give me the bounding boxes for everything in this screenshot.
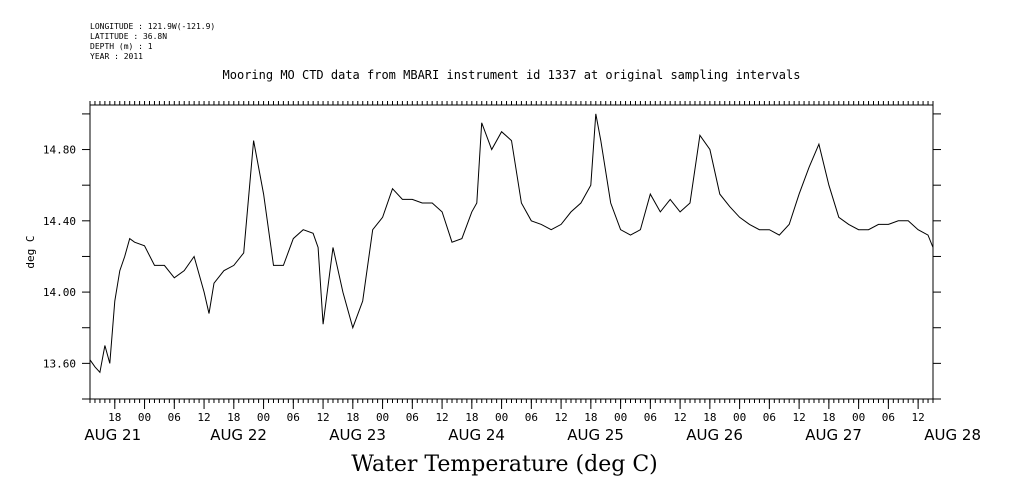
x-tick-label: 18 <box>346 411 359 424</box>
x-day-label: AUG 27 <box>805 426 862 444</box>
x-tick-label: 18 <box>227 411 240 424</box>
x-tick-label: 06 <box>882 411 895 424</box>
x-tick-label: 12 <box>554 411 567 424</box>
x-day-label: AUG 25 <box>567 426 624 444</box>
x-day-label: AUG 22 <box>210 426 267 444</box>
x-day-label: AUG 21 <box>84 426 141 444</box>
dataset-metadata: LONGITUDE : 121.9W(-121.9) LATITUDE : 36… <box>90 22 215 62</box>
x-tick-label: 18 <box>584 411 597 424</box>
y-axis-label: deg C <box>24 235 37 268</box>
x-tick-label: 18 <box>703 411 716 424</box>
x-tick-label: 06 <box>763 411 776 424</box>
longitude-label: LONGITUDE : 121.9W(-121.9) <box>90 22 216 31</box>
figure-title: Water Temperature (deg C) <box>351 452 658 477</box>
y-tick-label: 13.60 <box>43 357 76 370</box>
x-tick-label: 18 <box>108 411 121 424</box>
y-tick-label: 14.40 <box>43 215 76 228</box>
x-tick-label: 06 <box>525 411 538 424</box>
x-tick-label: 06 <box>168 411 181 424</box>
x-day-label: AUG 26 <box>686 426 743 444</box>
y-tick-label: 14.80 <box>43 144 76 157</box>
x-tick-label: 12 <box>316 411 329 424</box>
y-axis: 13.60 14.00 14.40 14.80 <box>43 113 941 400</box>
x-day-label: AUG 28 <box>924 426 981 444</box>
x-tick-label: 06 <box>644 411 657 424</box>
x-tick-label: 18 <box>465 411 478 424</box>
x-tick-label: 00 <box>852 411 865 424</box>
x-tick-label: 00 <box>257 411 270 424</box>
x-tick-label: 00 <box>495 411 508 424</box>
x-tick-label: 12 <box>197 411 210 424</box>
x-tick-label: 00 <box>376 411 389 424</box>
x-tick-label: 12 <box>673 411 686 424</box>
x-tick-label: 00 <box>733 411 746 424</box>
x-tick-label: 12 <box>792 411 805 424</box>
x-tick-label: 00 <box>614 411 627 424</box>
latitude-label: LATITUDE : 36.8N <box>90 32 168 41</box>
water-temperature-line <box>89 113 934 374</box>
minor-ticks <box>89 101 934 403</box>
x-tick-label: 06 <box>287 411 300 424</box>
x-tick-label: 06 <box>406 411 419 424</box>
depth-label: DEPTH (m) : 1 <box>90 42 153 51</box>
x-tick-label: 12 <box>435 411 448 424</box>
x-axis: 18 00 06 12 18 00 06 12 18 00 06 12 18 00 06 12 18 00 06 12… <box>84 399 981 444</box>
x-tick-label: 12 <box>911 411 924 424</box>
x-tick-label: 00 <box>138 411 151 424</box>
year-label: YEAR : 2011 <box>90 52 143 61</box>
plot-frame <box>89 104 934 400</box>
x-day-label: AUG 24 <box>448 426 505 444</box>
y-tick-label: 14.00 <box>43 286 76 299</box>
x-day-label: AUG 23 <box>329 426 386 444</box>
x-tick-label: 18 <box>822 411 835 424</box>
chart-title: Mooring MO CTD data from MBARI instrumen… <box>222 68 801 82</box>
